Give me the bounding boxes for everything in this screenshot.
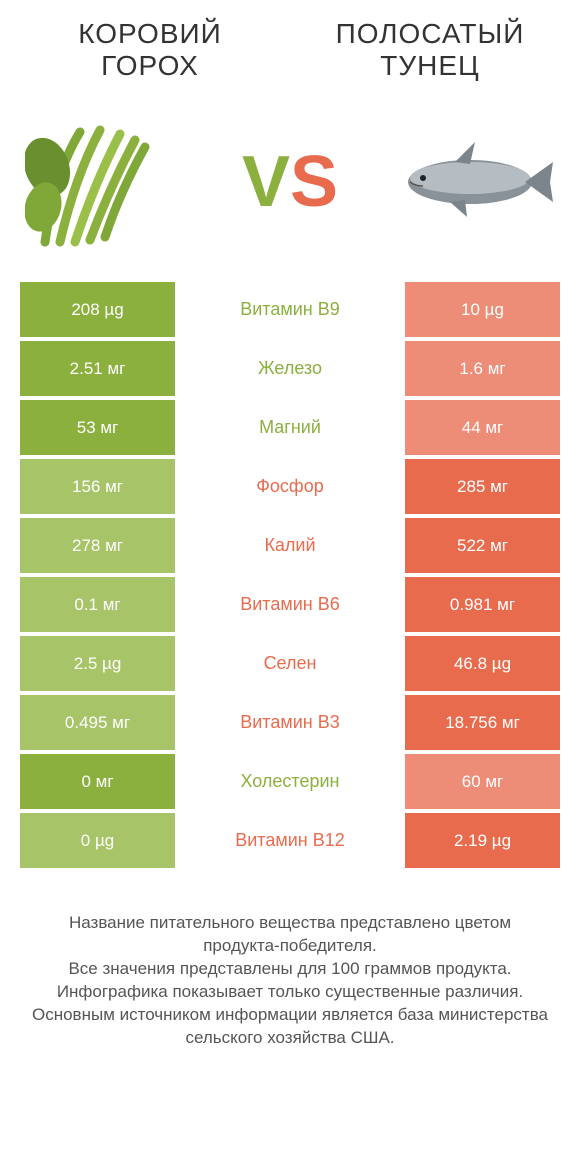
vs-s: S [290, 142, 338, 222]
footer-line: Название питательного вещества представл… [30, 912, 550, 958]
nutrient-label: Витамин B12 [175, 813, 405, 868]
left-value-cell: 208 µg [20, 282, 175, 337]
right-value-cell: 0.981 мг [405, 577, 560, 632]
left-value-cell: 2.51 мг [20, 341, 175, 396]
nutrient-label: Фосфор [175, 459, 405, 514]
right-product-image [395, 112, 555, 252]
comparison-table: 208 µgВитамин B910 µg2.51 мгЖелезо1.6 мг… [0, 282, 580, 868]
right-value-cell: 60 мг [405, 754, 560, 809]
right-value-cell: 2.19 µg [405, 813, 560, 868]
table-row: 53 мгМагний44 мг [20, 400, 560, 455]
nutrient-label: Селен [175, 636, 405, 691]
left-value-cell: 0.1 мг [20, 577, 175, 632]
footer-line: Инфографика показывает только существенн… [30, 981, 550, 1004]
table-row: 278 мгКалий522 мг [20, 518, 560, 573]
right-value-cell: 522 мг [405, 518, 560, 573]
left-value-cell: 0.495 мг [20, 695, 175, 750]
table-row: 2.5 µgСелен46.8 µg [20, 636, 560, 691]
table-row: 2.51 мгЖелезо1.6 мг [20, 341, 560, 396]
nutrient-label: Калий [175, 518, 405, 573]
table-row: 156 мгФосфор285 мг [20, 459, 560, 514]
nutrient-label: Витамин B9 [175, 282, 405, 337]
right-value-cell: 44 мг [405, 400, 560, 455]
footer-notes: Название питательного вещества представл… [0, 872, 580, 1070]
right-value-cell: 10 µg [405, 282, 560, 337]
right-value-cell: 18.756 мг [405, 695, 560, 750]
header: КОРОВИЙ ГОРОХ ПОЛОСАТЫЙ ТУНЕЦ [0, 0, 580, 92]
nutrient-label: Железо [175, 341, 405, 396]
right-product-title: ПОЛОСАТЫЙ ТУНЕЦ [310, 18, 550, 82]
left-value-cell: 53 мг [20, 400, 175, 455]
left-value-cell: 0 мг [20, 754, 175, 809]
left-value-cell: 156 мг [20, 459, 175, 514]
left-value-cell: 278 мг [20, 518, 175, 573]
right-value-cell: 285 мг [405, 459, 560, 514]
nutrient-label: Магний [175, 400, 405, 455]
table-row: 208 µgВитамин B910 µg [20, 282, 560, 337]
nutrient-label: Витамин B6 [175, 577, 405, 632]
footer-line: Все значения представлены для 100 граммо… [30, 958, 550, 981]
nutrient-label: Холестерин [175, 754, 405, 809]
images-row: VS [0, 92, 580, 282]
left-product-image [25, 112, 185, 252]
table-row: 0 мгХолестерин60 мг [20, 754, 560, 809]
left-value-cell: 0 µg [20, 813, 175, 868]
left-value-cell: 2.5 µg [20, 636, 175, 691]
right-value-cell: 46.8 µg [405, 636, 560, 691]
table-row: 0.1 мгВитамин B60.981 мг [20, 577, 560, 632]
vs-label: VS [185, 141, 395, 223]
table-row: 0 µgВитамин B122.19 µg [20, 813, 560, 868]
footer-line: Основным источником информации является … [30, 1004, 550, 1050]
right-value-cell: 1.6 мг [405, 341, 560, 396]
table-row: 0.495 мгВитамин B318.756 мг [20, 695, 560, 750]
left-product-title: КОРОВИЙ ГОРОХ [30, 18, 270, 82]
vs-v: V [242, 142, 290, 222]
nutrient-label: Витамин B3 [175, 695, 405, 750]
